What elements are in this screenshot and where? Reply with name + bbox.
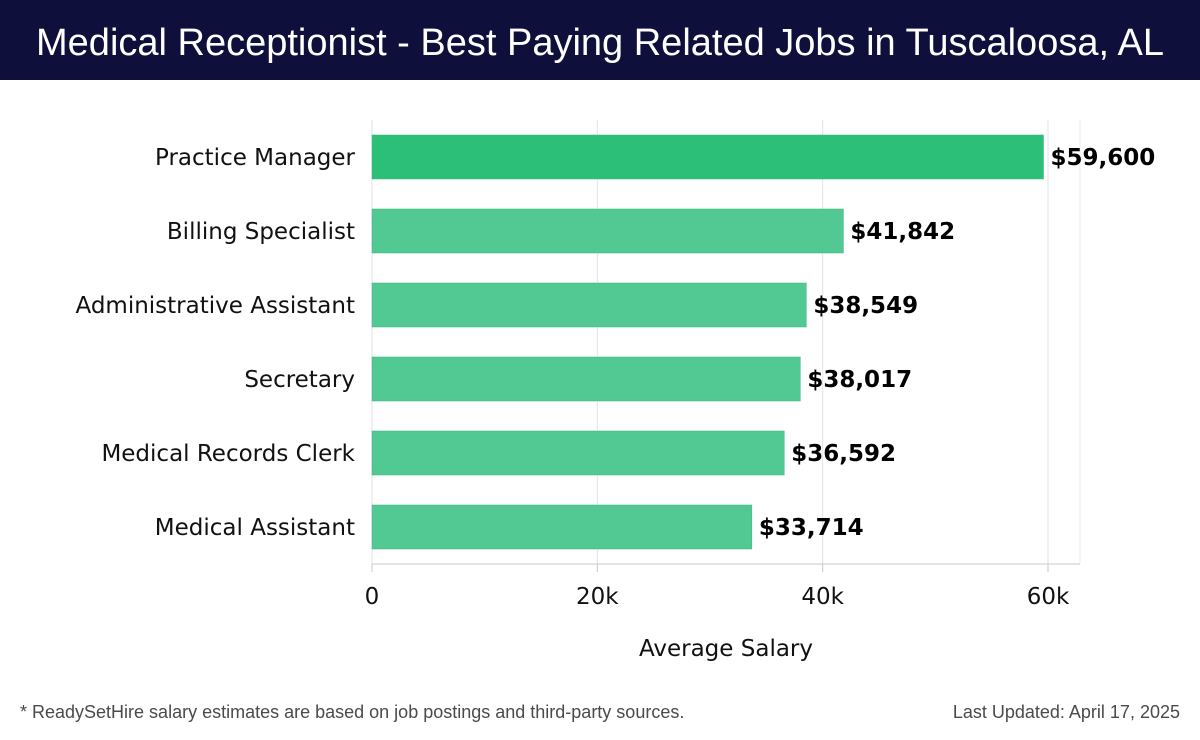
last-updated: Last Updated: April 17, 2025 bbox=[952, 702, 1180, 722]
x-tick-label: 40k bbox=[801, 584, 844, 610]
value-label: $33,714 bbox=[759, 515, 864, 541]
category-label: Secretary bbox=[244, 367, 355, 393]
value-label: $36,592 bbox=[791, 441, 896, 467]
category-label: Administrative Assistant bbox=[75, 293, 355, 319]
bar bbox=[371, 430, 785, 476]
category-label: Medical Assistant bbox=[155, 515, 355, 541]
chart-title: Medical Receptionist - Best Paying Relat… bbox=[36, 22, 1164, 64]
x-axis: 0 20k 40k 60k bbox=[365, 563, 1080, 610]
bar bbox=[371, 504, 753, 550]
category-label: Medical Records Clerk bbox=[101, 441, 355, 467]
bar bbox=[371, 208, 844, 254]
title-bar bbox=[0, 0, 1200, 80]
value-label: $38,017 bbox=[807, 367, 912, 393]
x-axis-label: Average Salary bbox=[639, 636, 813, 662]
category-labels: Practice Manager Billing Specialist Admini… bbox=[75, 145, 355, 541]
value-label: $59,600 bbox=[1050, 145, 1155, 171]
bar bbox=[371, 282, 807, 328]
x-tick-label: 20k bbox=[576, 584, 619, 610]
x-tick-label: 0 bbox=[365, 584, 380, 610]
category-label: Practice Manager bbox=[155, 145, 356, 171]
value-labels: $59,600 $41,842 $38,549 $38,017 $36,592 $33,7… bbox=[759, 145, 1155, 541]
grid-lines bbox=[371, 120, 1081, 564]
salary-bar-chart: Practice Manager Billing Specialist Admini… bbox=[75, 120, 1155, 662]
bar bbox=[371, 356, 801, 402]
category-label: Billing Specialist bbox=[167, 219, 355, 245]
bars bbox=[371, 134, 1044, 550]
footnote: * ReadySetHire salary estimates are base… bbox=[20, 702, 685, 722]
value-label: $38,549 bbox=[813, 293, 918, 319]
bar bbox=[371, 134, 1044, 180]
value-label: $41,842 bbox=[850, 219, 955, 245]
x-tick-label: 60k bbox=[1027, 584, 1070, 610]
